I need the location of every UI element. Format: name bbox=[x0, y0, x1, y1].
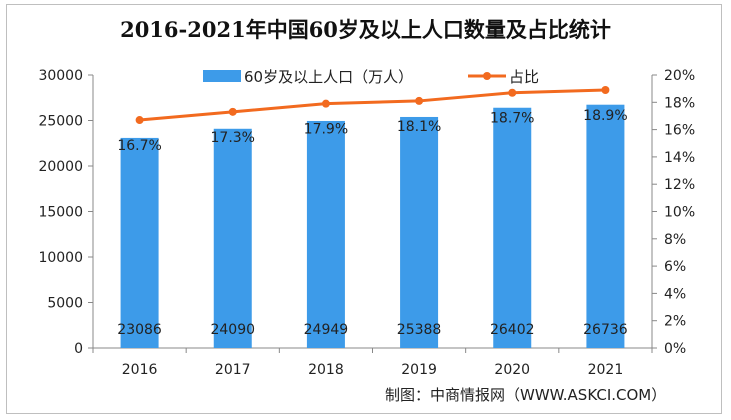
line-point-2017 bbox=[228, 107, 237, 116]
legend-line-marker bbox=[483, 72, 491, 80]
bar-2021 bbox=[586, 104, 625, 349]
line-point-2019 bbox=[415, 96, 424, 105]
line-point-2021 bbox=[601, 86, 610, 95]
line-label: 17.9% bbox=[304, 122, 348, 138]
left-tick-label: 25000 bbox=[38, 114, 83, 130]
left-tick-label: 30000 bbox=[38, 68, 83, 84]
legend-bar-swatch bbox=[203, 70, 241, 82]
line-label: 17.3% bbox=[211, 130, 255, 146]
line-point-2020 bbox=[508, 88, 517, 97]
bar-label: 25388 bbox=[397, 322, 442, 338]
source-note: 制图：中商情报网（WWW.ASKCI.COM） bbox=[385, 386, 667, 404]
right-tick-label: 16% bbox=[664, 123, 695, 139]
right-tick-label: 20% bbox=[664, 68, 695, 84]
bar-label: 24949 bbox=[304, 322, 349, 338]
x-tick-label: 2019 bbox=[401, 362, 437, 378]
left-tick-label: 15000 bbox=[38, 205, 83, 221]
bar-2020 bbox=[493, 107, 532, 349]
bar-2016 bbox=[120, 137, 159, 348]
x-tick-label: 2016 bbox=[122, 362, 158, 378]
right-tick-label: 14% bbox=[664, 150, 695, 166]
right-tick-label: 6% bbox=[664, 259, 686, 275]
bar-label: 26736 bbox=[583, 322, 628, 338]
left-tick-label: 0 bbox=[74, 341, 83, 357]
line-label: 18.9% bbox=[583, 108, 627, 124]
chart-frame bbox=[6, 4, 722, 414]
bar-2018 bbox=[306, 120, 345, 348]
line-point-2018 bbox=[321, 99, 330, 108]
right-tick-label: 12% bbox=[664, 177, 695, 193]
right-tick-label: 0% bbox=[664, 341, 686, 357]
legend-line-label: 占比 bbox=[509, 68, 539, 86]
line-label: 18.1% bbox=[397, 119, 441, 135]
x-tick-label: 2021 bbox=[588, 362, 624, 378]
right-tick-label: 10% bbox=[664, 205, 695, 221]
left-tick-label: 5000 bbox=[47, 296, 83, 312]
x-tick-label: 2018 bbox=[308, 362, 344, 378]
left-tick-label: 20000 bbox=[38, 159, 83, 175]
bar-2019 bbox=[400, 116, 439, 348]
line-point-2016 bbox=[135, 116, 144, 125]
right-tick-label: 8% bbox=[664, 232, 686, 248]
bar-2017 bbox=[213, 128, 252, 348]
bar-label: 26402 bbox=[490, 322, 535, 338]
line-label: 18.7% bbox=[490, 111, 534, 127]
line-series bbox=[139, 88, 606, 122]
right-tick-label: 4% bbox=[664, 286, 686, 302]
line-label: 16.7% bbox=[117, 138, 161, 154]
bar-label: 23086 bbox=[117, 322, 162, 338]
chart-title: 2016-2021年中国60岁及以上人口数量及占比统计 bbox=[120, 17, 611, 42]
right-tick-label: 2% bbox=[664, 314, 686, 330]
x-tick-label: 2017 bbox=[215, 362, 251, 378]
left-tick-label: 10000 bbox=[38, 250, 83, 266]
legend-bar-label: 60岁及以上人口（万人） bbox=[244, 68, 413, 86]
right-tick-label: 18% bbox=[664, 95, 695, 111]
bar-label: 24090 bbox=[210, 322, 255, 338]
x-tick-label: 2020 bbox=[494, 362, 530, 378]
